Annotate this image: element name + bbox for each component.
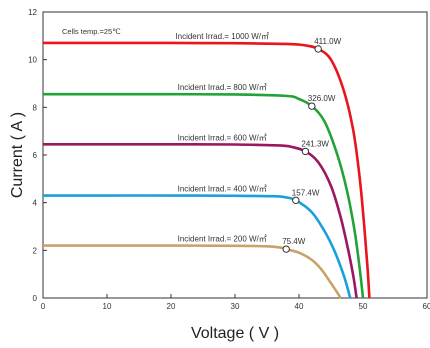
x-tick-label: 50 [359, 302, 368, 311]
mpp-marker-0 [314, 45, 322, 53]
mpp-marker-3 [292, 196, 300, 204]
mpp-label-2: 241.3W [301, 139, 329, 148]
y-tick-label: 10 [28, 56, 37, 65]
mpp-label-4: 75.4W [282, 237, 306, 246]
mpp-marker-4 [282, 245, 290, 253]
mpp-marker-1 [308, 102, 316, 110]
series-label-3: Incident Irrad.= 400 W/㎡ [178, 185, 267, 194]
series-label-2: Incident Irrad.= 600 W/㎡ [178, 133, 267, 142]
series-label-4: Incident Irrad.= 200 W/㎡ [178, 235, 267, 244]
y-tick-label: 0 [33, 294, 38, 303]
x-tick-label: 40 [295, 302, 304, 311]
x-tick-label: 60 [423, 302, 430, 311]
mpp-label-1: 326.0W [308, 94, 336, 103]
y-tick-label: 12 [28, 8, 37, 17]
series-line-0 [43, 41, 371, 299]
series-label-0: Incident Irrad.= 1000 W/㎡ [175, 32, 269, 41]
mpp-label-3: 157.4W [292, 188, 320, 197]
plot-area [42, 11, 428, 299]
x-tick-label: 10 [103, 302, 112, 311]
mpp-label-0: 411.0W [314, 37, 341, 46]
y-tick-label: 2 [33, 246, 38, 255]
cells-temp-annotation: Cells temp.=25℃ [62, 27, 121, 36]
x-tick-label: 30 [231, 302, 240, 311]
y-tick-label: 6 [33, 151, 38, 160]
series-label-1: Incident Irrad.= 800 W/㎡ [178, 83, 267, 92]
y-tick-label: 8 [33, 103, 38, 112]
y-axis-title: Current ( A ) [9, 112, 26, 198]
x-tick-label: 0 [41, 302, 46, 311]
x-axis-title: Voltage ( V ) [191, 325, 279, 342]
mpp-marker-2 [301, 147, 310, 156]
x-tick-label: 20 [167, 302, 176, 311]
y-tick-label: 4 [33, 199, 38, 208]
